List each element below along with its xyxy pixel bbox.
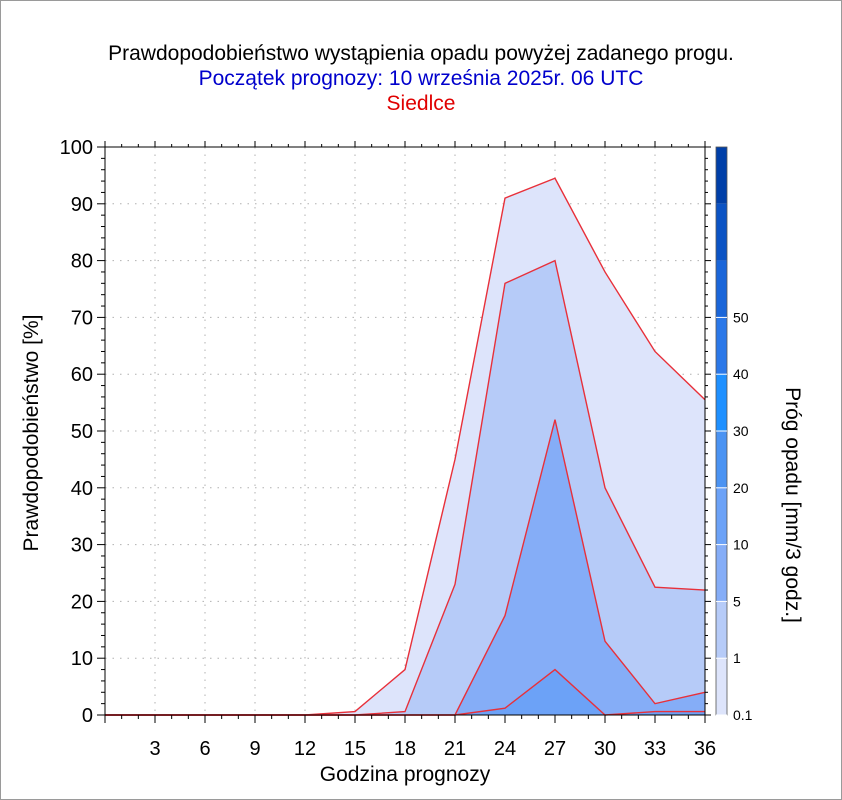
y-tick-label: 60 [71, 364, 93, 386]
y-tick-label: 70 [71, 307, 93, 329]
area-series-10 [105, 669, 705, 715]
y-tick-label: 90 [71, 194, 93, 216]
colorbar-level-label: 0.1 [733, 707, 753, 723]
y-tick-label: 30 [71, 535, 93, 557]
area-series-5 [105, 419, 705, 715]
station-name: Siedlce [386, 92, 456, 115]
chart-subtitle: Początek prognozy: 10 września 2025r. 06… [198, 67, 644, 90]
y-tick-label: 40 [71, 478, 93, 500]
colorbar-level-label: 1 [733, 650, 741, 666]
x-tick-label: 27 [544, 738, 566, 760]
colorbar-level-label: 40 [733, 366, 749, 382]
chart-title: Prawdopodobieństwo wystąpienia opadu pow… [108, 42, 734, 65]
colorbar-level-label: 30 [733, 423, 749, 439]
y-tick-label: 0 [82, 705, 93, 727]
colorbar-segment [716, 544, 727, 602]
y-tick-label: 100 [60, 137, 93, 159]
colorbar-level-label: 50 [733, 309, 749, 325]
colorbar-segment [716, 260, 727, 318]
colorbar-segment [716, 601, 727, 659]
x-tick-label: 12 [294, 738, 316, 760]
x-tick-label: 24 [494, 738, 516, 760]
colorbar-segment [716, 374, 727, 431]
colorbar-segment [716, 431, 727, 488]
colorbar-segment [716, 658, 727, 715]
colorbar-level-label: 10 [733, 537, 749, 553]
x-tick-label: 3 [149, 738, 160, 760]
y-tick-label: 10 [71, 648, 93, 670]
colorbar-level-label: 20 [733, 480, 749, 496]
y-axis-label: Prawdopodobieństwo [%] [20, 315, 43, 552]
y-tick-label: 50 [71, 421, 93, 443]
colorbar-segment [716, 203, 727, 261]
x-tick-label: 30 [594, 738, 616, 760]
y-tick-label: 80 [71, 251, 93, 273]
colorbar: 0.1 1 5 10 20 30 40 50 [715, 146, 753, 723]
colorbar-segment [716, 317, 727, 375]
colorbar-level-label: 5 [733, 593, 741, 609]
areas-layer [105, 178, 705, 716]
colorbar-label: Próg opadu [mm/3 godz.] [781, 387, 804, 623]
colorbar-segment [716, 487, 727, 545]
colorbar-segment [716, 147, 727, 204]
x-tick-label: 6 [199, 738, 210, 760]
x-tick-label: 36 [694, 738, 716, 760]
x-tick-label: 15 [344, 738, 366, 760]
x-tick-label: 33 [644, 738, 666, 760]
x-tick-label: 18 [394, 738, 416, 760]
x-tick-label: 21 [444, 738, 466, 760]
x-axis-label: Godzina prognozy [320, 763, 491, 786]
x-tick-label: 9 [249, 738, 260, 760]
y-tick-label: 20 [71, 591, 93, 613]
